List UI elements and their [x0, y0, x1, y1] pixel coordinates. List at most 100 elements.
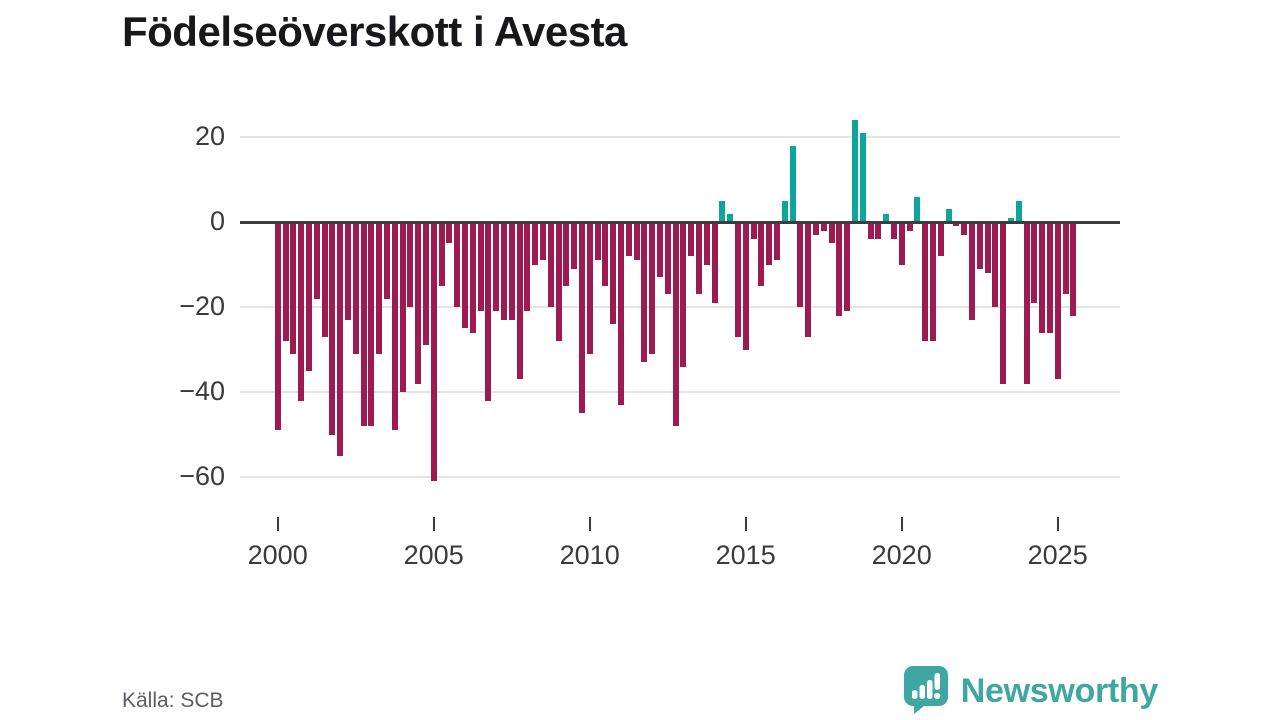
bar-2012-Q2 — [656, 222, 663, 278]
bar-2016-Q2 — [781, 200, 788, 222]
bar-2015-Q1 — [742, 222, 749, 350]
bar-2016-Q3 — [789, 145, 796, 222]
bar-2018-Q4 — [859, 132, 866, 222]
bar-2000-Q2 — [282, 222, 289, 341]
bar-2005-Q2 — [438, 222, 445, 286]
bar-2000-Q3 — [290, 222, 297, 354]
x-axis-tick-2005 — [432, 517, 435, 531]
bar-2002-Q4 — [360, 222, 367, 426]
bar-2004-Q4 — [422, 222, 429, 346]
bar-2022-Q3 — [976, 222, 983, 269]
bar-2019-Q2 — [875, 222, 882, 239]
bar-2020-Q1 — [898, 222, 905, 265]
bar-2017-Q3 — [820, 222, 827, 231]
bar-2019-Q4 — [890, 222, 897, 239]
bar-2012-Q4 — [672, 222, 679, 426]
bar-2005-Q4 — [454, 222, 461, 307]
bar-2016-Q1 — [773, 222, 780, 261]
bar-2018-Q1 — [836, 222, 843, 316]
x-axis-tick-2010 — [588, 517, 591, 531]
bar-2008-Q2 — [532, 222, 539, 265]
bar-2000-Q1 — [274, 222, 281, 431]
bar-2017-Q4 — [828, 222, 835, 244]
bar-2004-Q2 — [407, 222, 414, 307]
bar-2001-Q2 — [313, 222, 320, 299]
bar-2001-Q3 — [321, 222, 328, 337]
bar-2012-Q3 — [664, 222, 671, 295]
bar-2014-Q4 — [734, 222, 741, 337]
bar-2005-Q3 — [446, 222, 453, 244]
bar-2009-Q1 — [555, 222, 562, 341]
bar-2021-Q1 — [929, 222, 936, 341]
x-axis-label-2000: 2000 — [247, 540, 308, 570]
bar-2025-Q3 — [1070, 222, 1077, 316]
y-axis-label--20: −20 — [179, 291, 225, 321]
newsworthy-wordmark: Newsworthy — [960, 672, 1159, 710]
bar-2018-Q2 — [844, 222, 851, 312]
bar-2024-Q2 — [1031, 222, 1038, 303]
bar-2022-Q2 — [968, 222, 975, 320]
y-axis-label-0: 0 — [209, 206, 225, 236]
bar-2015-Q4 — [766, 222, 773, 265]
bar-2021-Q4 — [953, 222, 960, 227]
bar-2019-Q1 — [867, 222, 874, 239]
bar-2017-Q1 — [805, 222, 812, 337]
gridline-20 — [240, 136, 1120, 138]
bar-2017-Q2 — [812, 222, 819, 235]
bar-2018-Q3 — [851, 120, 858, 222]
bar-2006-Q2 — [469, 222, 476, 333]
bar-2023-Q3 — [1007, 217, 1014, 222]
bar-2023-Q2 — [1000, 222, 1007, 384]
bar-2007-Q4 — [516, 222, 523, 380]
bar-2004-Q3 — [415, 222, 422, 384]
bar-2003-Q1 — [368, 222, 375, 426]
bar-2010-Q2 — [594, 222, 601, 261]
bar-2019-Q3 — [883, 213, 890, 222]
zero-axis-line — [240, 220, 1120, 224]
bar-2002-Q3 — [352, 222, 359, 354]
bar-2009-Q4 — [578, 222, 585, 414]
bar-2016-Q4 — [797, 222, 804, 307]
x-axis-label-2025: 2025 — [1027, 540, 1088, 570]
y-axis-label--60: −60 — [179, 461, 225, 491]
bar-2010-Q1 — [586, 222, 593, 354]
bar-2001-Q4 — [329, 222, 336, 435]
bar-2022-Q1 — [961, 222, 968, 235]
x-axis-label-2020: 2020 — [871, 540, 932, 570]
bar-2025-Q2 — [1062, 222, 1069, 295]
newsworthy-logo: Newsworthy — [903, 664, 1158, 719]
bar-2011-Q3 — [633, 222, 640, 261]
bar-2007-Q1 — [493, 222, 500, 312]
newsworthy-badge-icon — [903, 664, 949, 719]
bar-2025-Q1 — [1054, 222, 1061, 380]
bar-2021-Q3 — [945, 209, 952, 222]
bar-2009-Q3 — [571, 222, 578, 269]
bar-2015-Q2 — [750, 222, 757, 239]
bar-2001-Q1 — [305, 222, 312, 371]
bar-2006-Q1 — [461, 222, 468, 329]
bar-2013-Q2 — [688, 222, 695, 256]
chart-title: Födelseöverskott i Avesta — [122, 8, 627, 55]
y-axis-label-20: 20 — [194, 121, 225, 151]
bar-2015-Q3 — [758, 222, 765, 286]
x-axis-tick-2015 — [744, 517, 747, 531]
bar-2020-Q2 — [906, 222, 913, 231]
gridline--20 — [240, 306, 1120, 308]
bar-2012-Q1 — [649, 222, 656, 354]
bar-2024-Q4 — [1046, 222, 1053, 333]
bar-2008-Q3 — [539, 222, 546, 261]
bar-2000-Q4 — [298, 222, 305, 401]
x-axis-label-2015: 2015 — [715, 540, 776, 570]
bar-2007-Q3 — [508, 222, 515, 320]
bar-2013-Q4 — [703, 222, 710, 265]
gridline--60 — [240, 476, 1120, 478]
x-axis-tick-2020 — [900, 517, 903, 531]
x-axis-tick-2000 — [276, 517, 279, 531]
bar-2008-Q1 — [524, 222, 531, 312]
x-axis-tick-2025 — [1056, 517, 1059, 531]
gridline--40 — [240, 391, 1120, 393]
bar-2002-Q2 — [344, 222, 351, 320]
bar-2011-Q1 — [617, 222, 624, 405]
bar-2023-Q1 — [992, 222, 999, 307]
bar-2020-Q4 — [922, 222, 929, 341]
